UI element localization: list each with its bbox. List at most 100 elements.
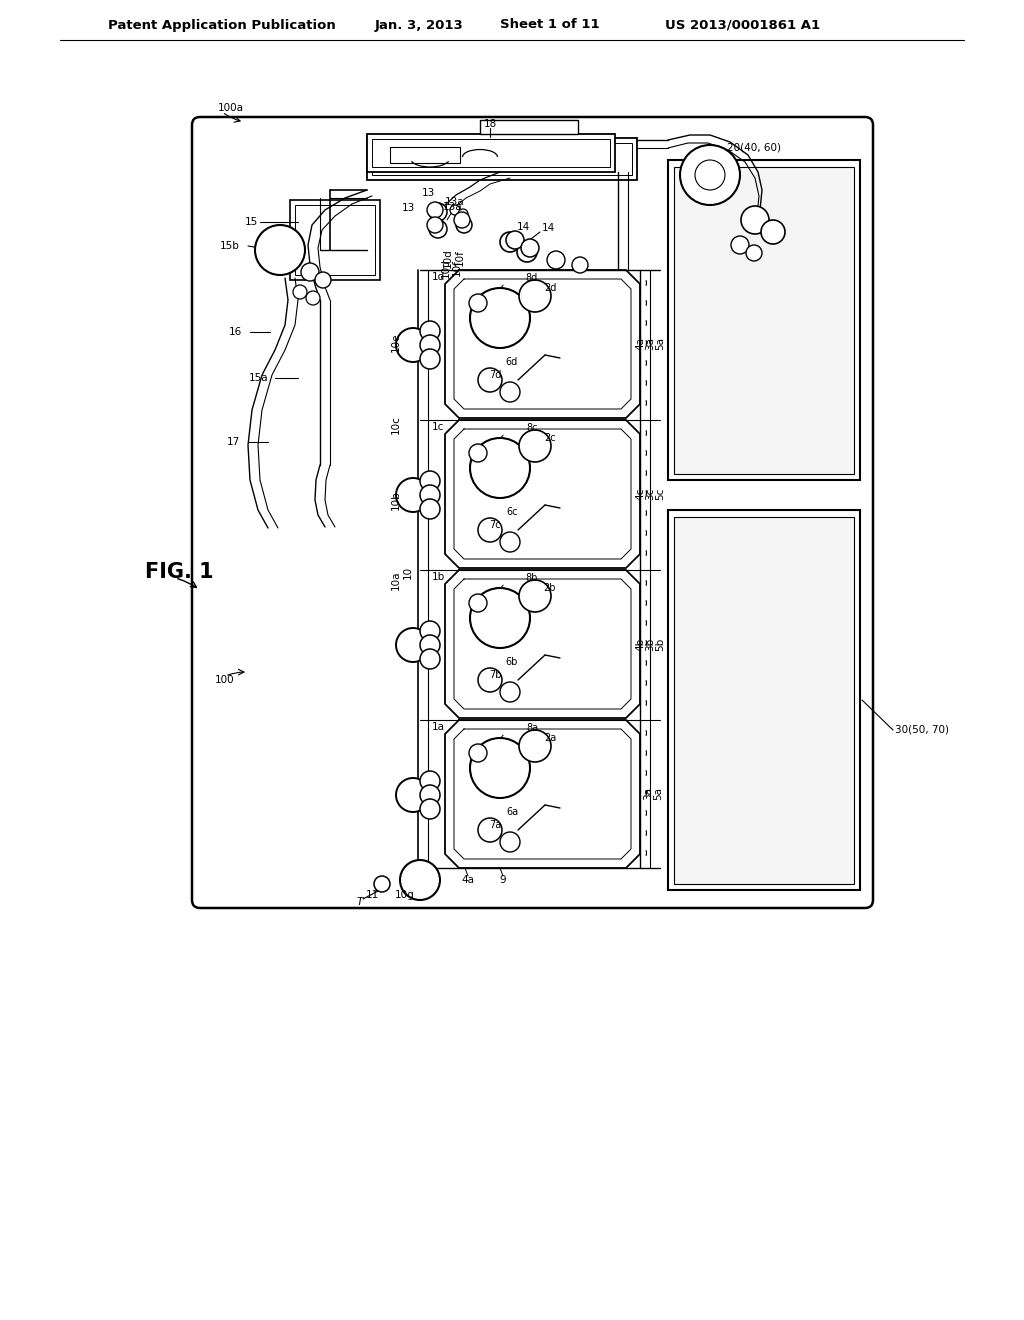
Circle shape (469, 744, 487, 762)
Text: 8c: 8c (526, 422, 538, 433)
Text: 14: 14 (516, 222, 529, 232)
Bar (674, 168, 854, 474)
Text: 20(40, 60): 20(40, 60) (727, 143, 781, 153)
Text: 4a: 4a (635, 338, 645, 351)
Circle shape (396, 327, 430, 362)
Text: 8a: 8a (526, 723, 538, 733)
Circle shape (500, 682, 520, 702)
Circle shape (519, 280, 551, 312)
Text: Jan. 3, 2013: Jan. 3, 2013 (375, 18, 464, 32)
Text: 9: 9 (500, 875, 506, 884)
Bar (372, 143, 632, 176)
Text: 17: 17 (226, 437, 240, 447)
Bar (372, 139, 610, 168)
Text: 15: 15 (245, 216, 258, 227)
Text: 4b: 4b (635, 638, 645, 651)
Bar (390, 149, 470, 165)
Text: 7a: 7a (488, 820, 501, 830)
Circle shape (506, 231, 524, 249)
Bar (290, 201, 380, 280)
Text: 30(50, 70): 30(50, 70) (895, 725, 949, 735)
Circle shape (470, 288, 530, 348)
Text: 3b: 3b (645, 638, 655, 651)
Text: 2c: 2c (544, 433, 556, 444)
Text: 10f: 10f (455, 249, 465, 267)
Circle shape (500, 832, 520, 851)
Text: 6a: 6a (506, 807, 518, 817)
Circle shape (420, 799, 440, 818)
Text: 2d: 2d (544, 282, 556, 293)
Circle shape (478, 517, 502, 543)
Circle shape (741, 206, 769, 234)
Circle shape (400, 861, 440, 900)
Text: 100a: 100a (218, 103, 244, 114)
Text: 10b: 10b (391, 490, 401, 510)
Circle shape (680, 145, 740, 205)
Text: 10f: 10f (452, 260, 462, 276)
Text: Sheet 1 of 11: Sheet 1 of 11 (500, 18, 600, 32)
Bar (367, 139, 637, 180)
Bar (668, 160, 860, 480)
Circle shape (470, 738, 530, 799)
Text: 13a: 13a (443, 202, 463, 213)
Circle shape (429, 203, 447, 220)
Circle shape (454, 213, 470, 228)
Circle shape (450, 205, 460, 215)
Text: 8b: 8b (525, 573, 539, 583)
Text: 7d: 7d (488, 370, 501, 380)
Circle shape (420, 620, 440, 642)
Bar (674, 517, 854, 884)
Bar (295, 205, 375, 275)
Circle shape (500, 381, 520, 403)
Text: 16: 16 (228, 327, 242, 337)
Text: 10d: 10d (441, 259, 451, 279)
Text: 8d: 8d (526, 273, 539, 282)
Circle shape (761, 220, 785, 244)
Circle shape (469, 294, 487, 312)
Text: 10a: 10a (391, 570, 401, 590)
Text: 11: 11 (366, 890, 379, 900)
Circle shape (478, 368, 502, 392)
Circle shape (547, 251, 565, 269)
Circle shape (420, 484, 440, 506)
Text: 100: 100 (215, 675, 234, 685)
Text: 13: 13 (401, 203, 415, 213)
Text: 5a: 5a (655, 338, 665, 351)
Circle shape (396, 478, 430, 512)
Text: T: T (356, 898, 364, 907)
Circle shape (315, 272, 331, 288)
Text: 18: 18 (483, 119, 497, 129)
Text: US 2013/0001861 A1: US 2013/0001861 A1 (665, 18, 820, 32)
Text: 7b: 7b (488, 671, 502, 680)
Circle shape (469, 444, 487, 462)
Circle shape (420, 348, 440, 370)
Text: 10d: 10d (443, 248, 453, 268)
Circle shape (420, 321, 440, 341)
Circle shape (519, 430, 551, 462)
Text: 1a: 1a (431, 722, 444, 733)
Text: 14: 14 (542, 223, 555, 234)
Text: Patent Application Publication: Patent Application Publication (108, 18, 336, 32)
Circle shape (731, 236, 749, 253)
Text: 6c: 6c (506, 507, 518, 517)
Circle shape (695, 160, 725, 190)
Circle shape (374, 876, 390, 892)
Circle shape (470, 438, 530, 498)
Text: 5b: 5b (655, 638, 665, 651)
Circle shape (572, 257, 588, 273)
Text: 5c: 5c (655, 488, 665, 500)
Circle shape (420, 771, 440, 791)
Text: 7c: 7c (489, 520, 501, 531)
Text: 4a: 4a (462, 875, 474, 884)
Bar (668, 510, 860, 890)
Circle shape (427, 216, 443, 234)
Text: 10c: 10c (391, 416, 401, 434)
Circle shape (478, 818, 502, 842)
Text: 10e: 10e (391, 333, 401, 351)
Circle shape (427, 202, 443, 218)
Circle shape (420, 649, 440, 669)
Circle shape (458, 209, 468, 219)
Circle shape (456, 216, 472, 234)
Circle shape (306, 290, 319, 305)
Circle shape (429, 220, 447, 238)
